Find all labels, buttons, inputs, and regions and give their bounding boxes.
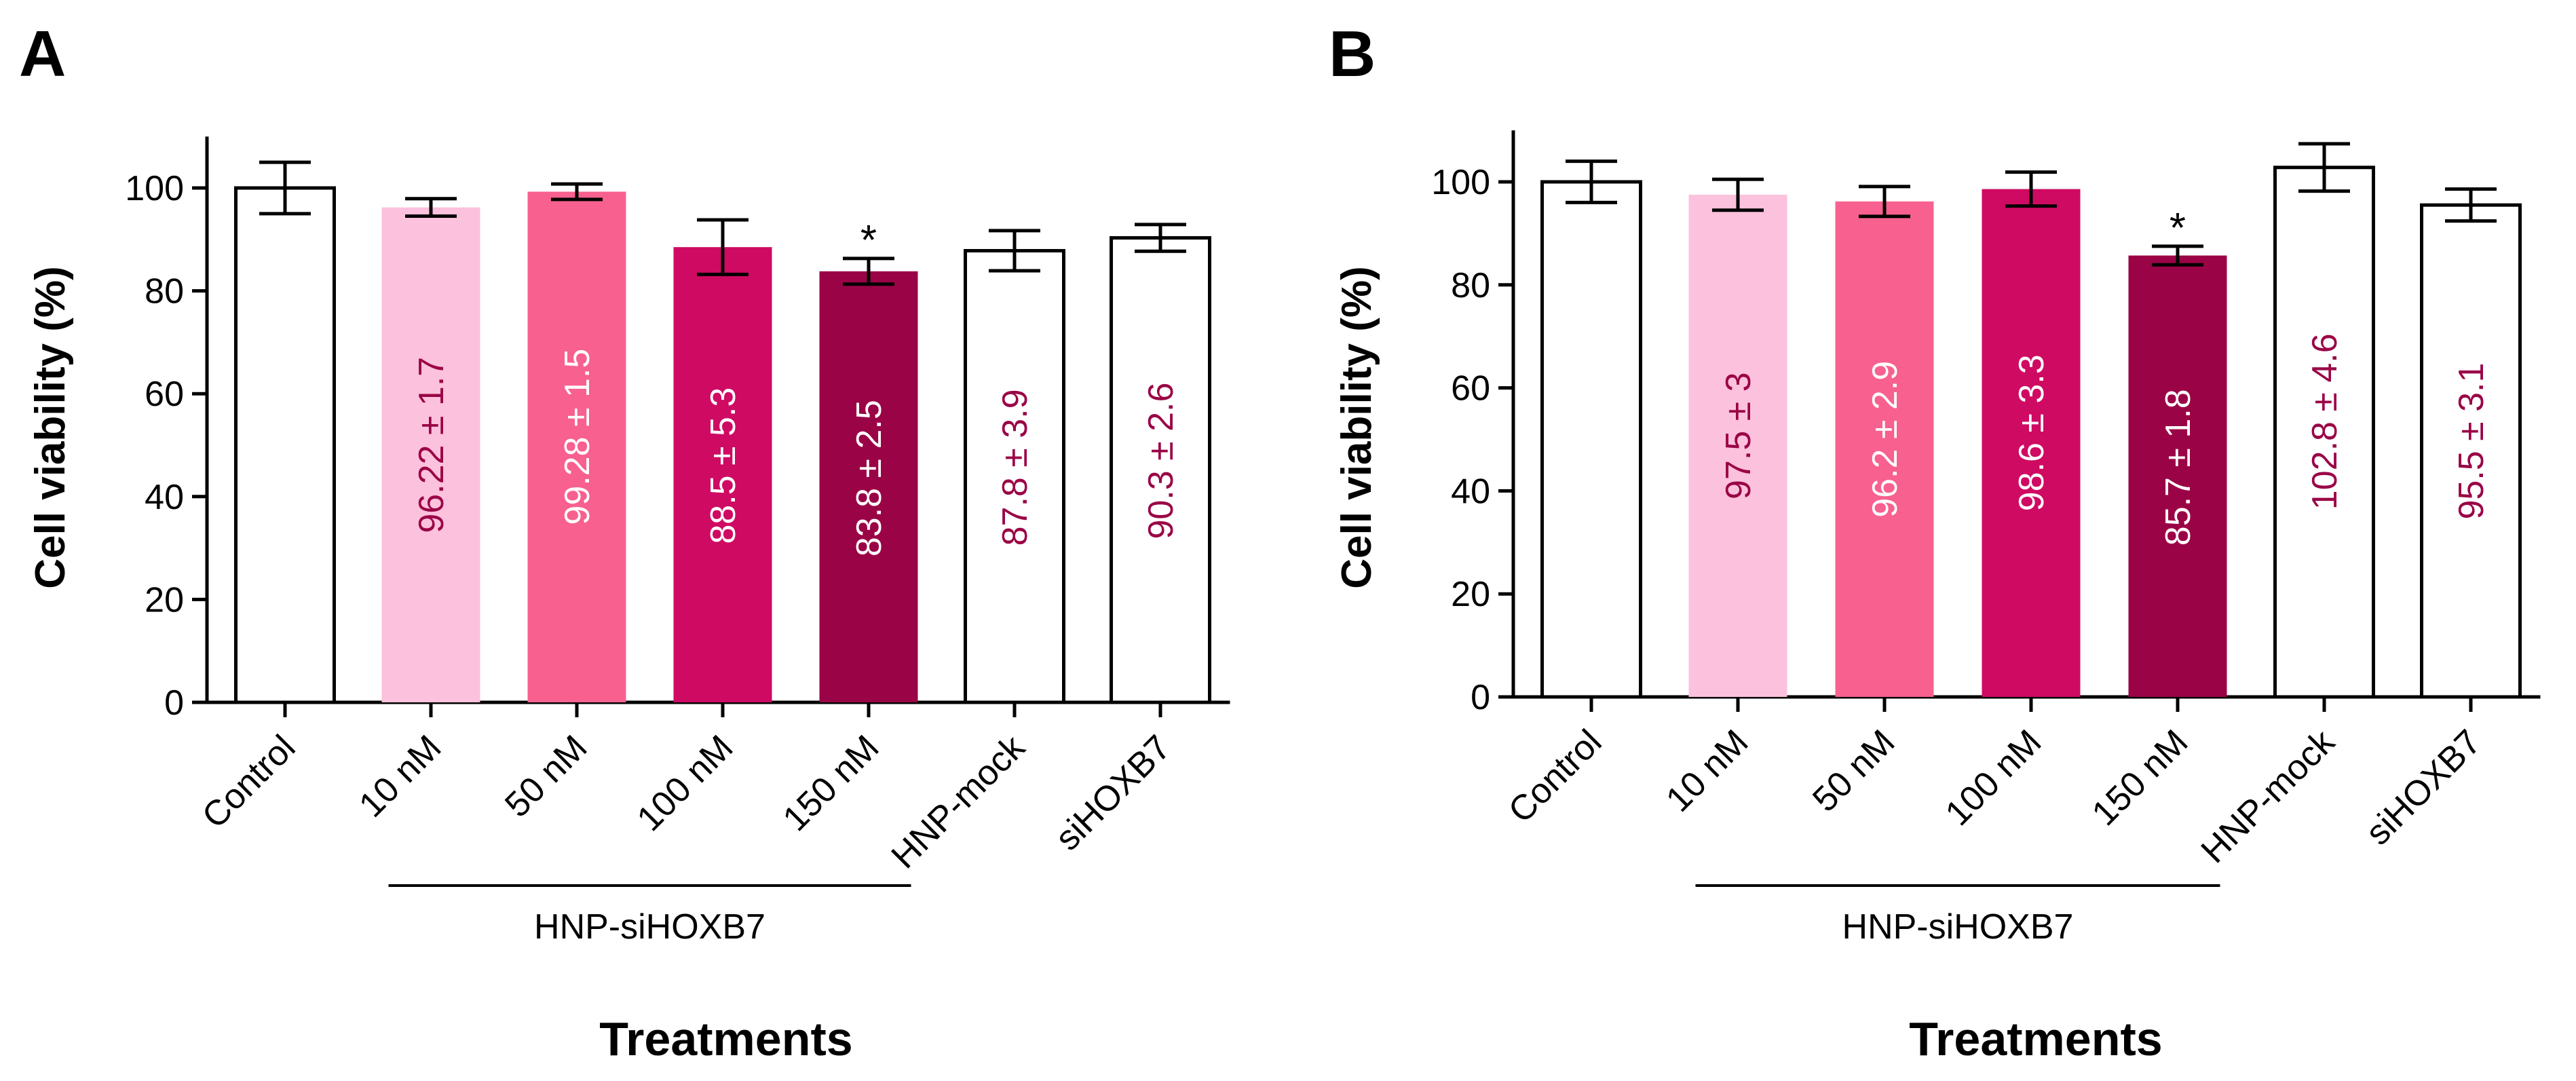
y-tick-label: 20 bbox=[145, 580, 184, 620]
x-tick-label: 10 nM bbox=[352, 727, 449, 824]
x-tick-label: 150 nM bbox=[2085, 722, 2196, 833]
bar bbox=[2128, 255, 2227, 697]
y-tick-label: 20 bbox=[1451, 575, 1490, 614]
y-tick-label: 40 bbox=[145, 478, 184, 517]
group-bracket: HNP-siHOXB7 bbox=[388, 884, 911, 947]
bar bbox=[819, 271, 918, 702]
significance-mark: * bbox=[2170, 205, 2186, 252]
group-label: HNP-siHOXB7 bbox=[1842, 907, 2074, 947]
x-axis-label: Treatments bbox=[1909, 1012, 2162, 1065]
data-label: 102.8 ± 4.6 bbox=[2305, 333, 2345, 510]
y-tick-label: 60 bbox=[1451, 369, 1490, 409]
x-tick-label: 100 nM bbox=[1938, 722, 2049, 833]
bar bbox=[527, 191, 626, 702]
data-label: 83.8 ± 2.5 bbox=[850, 400, 889, 556]
x-tick-label: 150 nM bbox=[776, 727, 887, 839]
data-label: 96.2 ± 2.9 bbox=[1865, 361, 1905, 518]
x-tick-label: HNP-mock bbox=[2194, 722, 2343, 871]
y-tick-label: 80 bbox=[145, 272, 184, 311]
bar bbox=[1688, 194, 1787, 698]
x-tick-label: Control bbox=[1501, 722, 1610, 831]
bars: 96.22 ± 1.7 99.28 ± 1.5 88.5 ± 5.3 83.8 ± 2… bbox=[234, 160, 1211, 704]
bar bbox=[1835, 201, 1934, 697]
bar bbox=[964, 248, 1065, 704]
y-tick-label: 40 bbox=[1451, 472, 1490, 511]
bars: 97.5 ± 3 96.2 ± 2.9 98.6 ± 3.3 85.7 ± 1.8 * 1… bbox=[1540, 142, 2522, 699]
data-label: 88.5 ± 5.3 bbox=[704, 387, 743, 544]
y-tick-label: 0 bbox=[164, 683, 184, 723]
x-tick-label: 10 nM bbox=[1659, 722, 1756, 819]
panel-a: A Cell viability (%) Treatments 0 20 40 60 8… bbox=[19, 18, 1230, 1065]
x-tick-label: 50 nM bbox=[497, 727, 594, 824]
x-tick-label: siHOXB7 bbox=[2358, 722, 2488, 852]
y-tick-label: 80 bbox=[1451, 266, 1490, 305]
x-tick-label: 50 nM bbox=[1805, 722, 1902, 819]
data-label: 99.28 ± 1.5 bbox=[558, 349, 597, 525]
bar bbox=[2420, 203, 2522, 699]
bar bbox=[673, 247, 772, 702]
group-label: HNP-siHOXB7 bbox=[534, 907, 765, 947]
bar bbox=[381, 207, 480, 702]
panel-letter: B bbox=[1329, 18, 1376, 90]
panel-letter: A bbox=[19, 18, 66, 90]
data-label: 90.3 ± 2.6 bbox=[1141, 383, 1181, 539]
data-label: 95.5 ± 3.1 bbox=[2452, 363, 2491, 520]
group-bracket: HNP-siHOXB7 bbox=[1695, 884, 2220, 947]
x-tick-label: 100 nM bbox=[630, 727, 741, 839]
bar bbox=[1982, 189, 2081, 698]
x-tick-label: Control bbox=[195, 727, 303, 836]
y-axis-label: Cell viability (%) bbox=[27, 266, 74, 588]
data-label: 97.5 ± 3 bbox=[1719, 372, 1758, 499]
y-axis-label: Cell viability (%) bbox=[1333, 266, 1380, 588]
y-tick-label: 100 bbox=[125, 169, 184, 208]
bar bbox=[2273, 166, 2375, 699]
y-tick-label: 0 bbox=[1471, 678, 1490, 717]
bar bbox=[234, 186, 336, 704]
x-axis-label: Treatments bbox=[599, 1012, 852, 1065]
data-label: 85.7 ± 1.8 bbox=[2159, 389, 2198, 546]
panel-b: B Cell viability (%) Treatments 0 20 40 60 8… bbox=[1329, 18, 2541, 1065]
data-label: 96.22 ± 1.7 bbox=[412, 357, 451, 533]
significance-mark: * bbox=[860, 217, 877, 264]
y-tick-label: 60 bbox=[145, 375, 184, 414]
bar bbox=[1540, 180, 1642, 699]
x-tick-label: HNP-mock bbox=[884, 727, 1033, 876]
y-axis: 0 20 40 60 80 100 bbox=[125, 136, 1230, 723]
x-tick-label: siHOXB7 bbox=[1048, 727, 1178, 858]
data-label: 98.6 ± 3.3 bbox=[2012, 354, 2051, 511]
y-tick-label: 100 bbox=[1431, 163, 1490, 202]
data-label: 87.8 ± 3.9 bbox=[996, 389, 1035, 546]
